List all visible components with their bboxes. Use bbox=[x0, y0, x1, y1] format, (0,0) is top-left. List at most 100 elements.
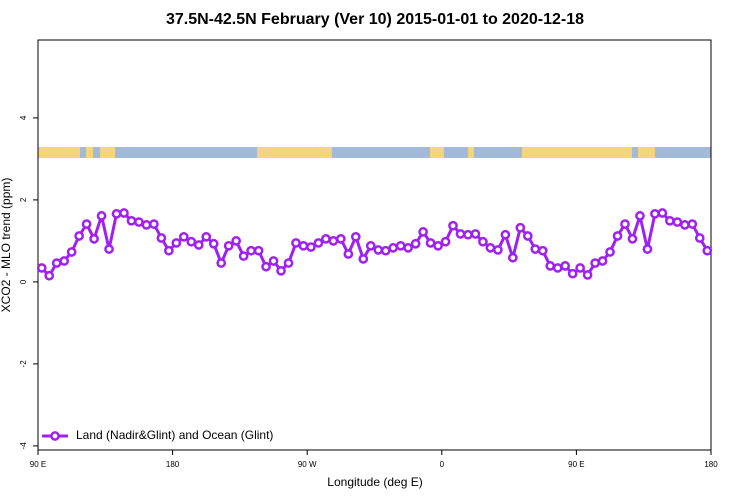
data-point bbox=[642, 244, 653, 254]
data-point bbox=[470, 229, 481, 239]
data-point bbox=[612, 231, 623, 241]
data-point bbox=[350, 231, 361, 242]
data-point bbox=[36, 263, 47, 273]
data-point bbox=[448, 220, 458, 231]
data-point bbox=[313, 238, 324, 248]
data-point bbox=[164, 245, 174, 256]
x-tick-label: 180 bbox=[166, 460, 180, 469]
data-point bbox=[201, 231, 212, 242]
data-point bbox=[276, 265, 286, 276]
data-point bbox=[537, 245, 548, 256]
data-point bbox=[358, 254, 369, 264]
data-point bbox=[410, 238, 421, 249]
data-point bbox=[59, 256, 70, 266]
data-point bbox=[478, 236, 488, 247]
data-point bbox=[134, 217, 144, 227]
data-point bbox=[650, 208, 660, 219]
y-tick-label: 0 bbox=[19, 279, 28, 284]
data-point bbox=[44, 270, 55, 281]
y-tick-label: -4 bbox=[19, 442, 28, 450]
data-point bbox=[440, 236, 451, 247]
data-point bbox=[373, 245, 384, 255]
data-point bbox=[156, 233, 167, 243]
data-point bbox=[530, 244, 541, 254]
data-point bbox=[679, 220, 690, 230]
x-axis-title: Longitude (deg E) bbox=[327, 475, 422, 489]
data-point bbox=[283, 258, 294, 268]
data-point bbox=[702, 245, 713, 256]
data-point bbox=[597, 256, 608, 266]
ocean-strip bbox=[38, 147, 711, 158]
data-point bbox=[193, 240, 204, 250]
x-tick-label: 90 W bbox=[298, 460, 317, 469]
plot-frame bbox=[37, 39, 712, 451]
data-point bbox=[590, 258, 600, 268]
data-point bbox=[433, 240, 443, 251]
data-point bbox=[171, 238, 182, 248]
data-point bbox=[336, 234, 346, 244]
data-point bbox=[208, 238, 219, 249]
data-point bbox=[605, 247, 615, 257]
legend-label: Land (Nadir&Glint) and Ocean (Glint) bbox=[76, 428, 273, 442]
data-point bbox=[141, 220, 152, 230]
data-point bbox=[582, 270, 593, 280]
data-point bbox=[51, 258, 62, 268]
land-strip bbox=[38, 147, 80, 158]
data-point bbox=[515, 222, 526, 233]
land-strip bbox=[638, 147, 655, 158]
data-point bbox=[238, 251, 249, 261]
x-tick-label: 0 bbox=[440, 460, 445, 469]
data-point bbox=[560, 261, 571, 271]
data-point bbox=[89, 234, 99, 244]
data-point bbox=[418, 227, 428, 237]
data-point bbox=[627, 234, 638, 244]
land-strip bbox=[522, 147, 632, 158]
data-point bbox=[463, 229, 473, 240]
data-point bbox=[694, 233, 705, 243]
land-strip bbox=[257, 147, 332, 158]
data-point bbox=[178, 231, 189, 242]
data-point bbox=[620, 219, 630, 229]
data-point bbox=[552, 263, 563, 273]
data-point bbox=[261, 261, 271, 272]
data-point bbox=[380, 245, 391, 256]
data-point bbox=[657, 208, 668, 218]
data-point bbox=[96, 211, 107, 221]
data-point bbox=[567, 268, 578, 279]
data-point bbox=[268, 256, 279, 266]
data-point bbox=[216, 258, 227, 268]
data-point bbox=[575, 263, 585, 273]
data-point bbox=[522, 231, 533, 241]
land-strip bbox=[430, 147, 444, 158]
data-point bbox=[455, 229, 466, 239]
data-point bbox=[231, 236, 242, 246]
land-strip bbox=[86, 147, 93, 158]
data-point bbox=[365, 240, 376, 251]
data-point bbox=[74, 231, 84, 241]
data-point bbox=[119, 208, 129, 218]
data-point bbox=[687, 219, 698, 229]
data-point bbox=[665, 215, 675, 226]
data-point bbox=[186, 236, 197, 247]
data-point bbox=[672, 217, 683, 227]
data-point bbox=[126, 215, 137, 226]
data-point bbox=[149, 219, 159, 229]
data-point bbox=[306, 242, 316, 252]
data-point bbox=[395, 240, 406, 251]
data-point bbox=[493, 245, 503, 255]
data-point bbox=[425, 238, 436, 248]
legend-marker bbox=[50, 431, 60, 441]
land-strip bbox=[100, 147, 115, 158]
data-point bbox=[507, 252, 518, 263]
data-point bbox=[328, 236, 339, 246]
map-strip bbox=[38, 147, 711, 158]
data-point bbox=[104, 244, 114, 254]
data-point bbox=[111, 208, 122, 219]
y-tick-label: -2 bbox=[19, 360, 28, 368]
data-point bbox=[66, 247, 77, 257]
data-point bbox=[321, 234, 331, 244]
chart-title: 37.5N-42.5N February (Ver 10) 2015-01-01… bbox=[166, 11, 584, 28]
data-point bbox=[388, 243, 399, 253]
